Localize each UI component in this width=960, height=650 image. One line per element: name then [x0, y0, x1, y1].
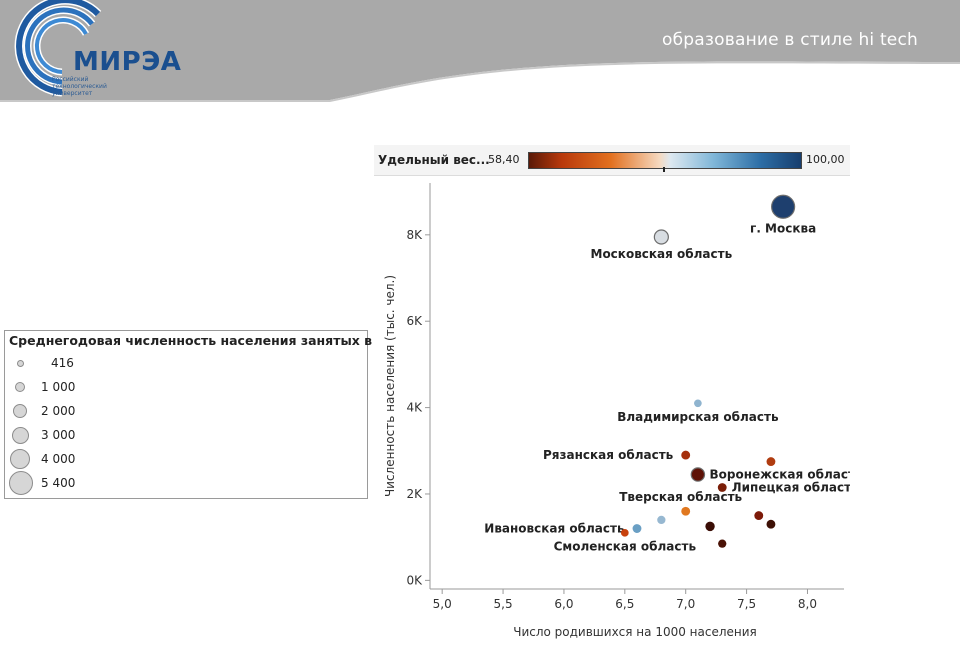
- size-circle-icon: [12, 427, 29, 444]
- data-point: [690, 467, 706, 482]
- data-point-label: Рязанская область: [543, 448, 674, 462]
- size-legend-label: 5 400: [41, 476, 76, 490]
- data-point-label: г. Москва: [750, 221, 816, 235]
- y-tick-label: 4K: [406, 401, 423, 415]
- x-tick-label: 5,0: [433, 597, 452, 611]
- color-gradient-bar: [528, 152, 802, 169]
- data-point-label: Воронежская область: [710, 468, 850, 482]
- size-legend-label: 416: [51, 356, 74, 370]
- size-legend-item: 2 000: [5, 401, 205, 423]
- data-point: [754, 511, 764, 521]
- data-point: [717, 483, 727, 492]
- y-tick-label: 8K: [406, 228, 423, 242]
- logo-name: МИРЭА: [73, 47, 182, 77]
- data-point: [632, 524, 642, 533]
- x-tick-label: 7,5: [737, 597, 756, 611]
- size-circle-icon: [10, 449, 30, 469]
- size-legend-title: Среднегодовая численность населения заня…: [9, 333, 387, 348]
- logo-subtitle-line-3: университет: [52, 90, 93, 97]
- size-circle-icon: [13, 404, 27, 418]
- size-legend-item: 3 000: [5, 425, 205, 447]
- data-point-label: Ивановская область: [484, 522, 625, 536]
- size-legend-item: 416: [5, 353, 205, 375]
- x-axis-title: Число родившихся на 1000 населения: [513, 625, 757, 639]
- data-point: [718, 539, 727, 548]
- y-tick-label: 2K: [406, 487, 423, 501]
- x-tick-label: 6,5: [615, 597, 634, 611]
- header-banner: МИРЭА Российский технологический универс…: [0, 0, 960, 105]
- color-legend: Удельный вес... 58,40 100,00: [374, 145, 850, 176]
- size-legend-label: 2 000: [41, 404, 76, 418]
- y-axis-title: Численность населения (тыс. чел.): [383, 275, 397, 497]
- data-point-label: Липецкая область: [732, 481, 850, 495]
- chart-panel: Удельный вес... 58,40 100,00 5,0 5,5 6,0 6,…: [372, 145, 850, 642]
- header-background: [0, 0, 960, 102]
- x-tick-label: 7,0: [676, 597, 695, 611]
- logo-subtitle: Российский технологический университет: [52, 76, 142, 97]
- color-legend-title: Удельный вес...: [378, 153, 490, 167]
- color-legend-min: 58,40: [488, 153, 520, 166]
- data-point: [694, 399, 702, 408]
- logo-subtitle-line-2: технологический: [52, 83, 107, 90]
- data-point: [657, 515, 666, 525]
- data-point: [681, 506, 691, 516]
- size-circle-icon: [9, 471, 33, 495]
- x-tick-label: 8,0: [798, 597, 817, 611]
- size-legend-item: 5 400: [5, 471, 205, 495]
- data-point: [771, 194, 796, 219]
- x-tick-label: 5,5: [494, 597, 513, 611]
- y-tick-label: 0K: [406, 573, 423, 587]
- x-tick-label: 6,0: [554, 597, 573, 611]
- data-point: [766, 457, 776, 467]
- tagline: образование в стиле hi tech: [662, 30, 918, 50]
- size-legend-item: 4 000: [5, 449, 205, 471]
- data-point-label: Тверская область: [619, 490, 742, 504]
- data-point-label: Московская область: [591, 247, 733, 261]
- size-circle-icon: [17, 360, 24, 367]
- size-legend: Среднегодовая численность населения заня…: [4, 330, 386, 499]
- data-point: [653, 229, 669, 245]
- size-legend-item: 1 000: [5, 377, 205, 399]
- data-point-label: Смоленская область: [554, 540, 697, 554]
- size-legend-label: 1 000: [41, 380, 76, 394]
- scatter-plot: 5,0 5,5 6,0 6,5 7,0 7,5 8,0 0K 2K 4K 6K 8K Число род…: [383, 183, 850, 639]
- logo-subtitle-line-1: Российский: [52, 76, 89, 83]
- logo-emblem-icon: [14, 0, 102, 97]
- size-legend-label: 4 000: [41, 452, 76, 466]
- data-point: [620, 529, 629, 537]
- color-legend-max: 100,00: [806, 153, 845, 166]
- size-circle-icon: [15, 382, 25, 392]
- data-point: [705, 521, 715, 532]
- y-tick-label: 6K: [406, 314, 423, 328]
- color-legend-marker: [663, 167, 665, 172]
- size-legend-label: 3 000: [41, 428, 76, 442]
- data-point-label: Владимирская область: [617, 410, 779, 424]
- data-point: [681, 450, 691, 460]
- data-point: [766, 519, 776, 529]
